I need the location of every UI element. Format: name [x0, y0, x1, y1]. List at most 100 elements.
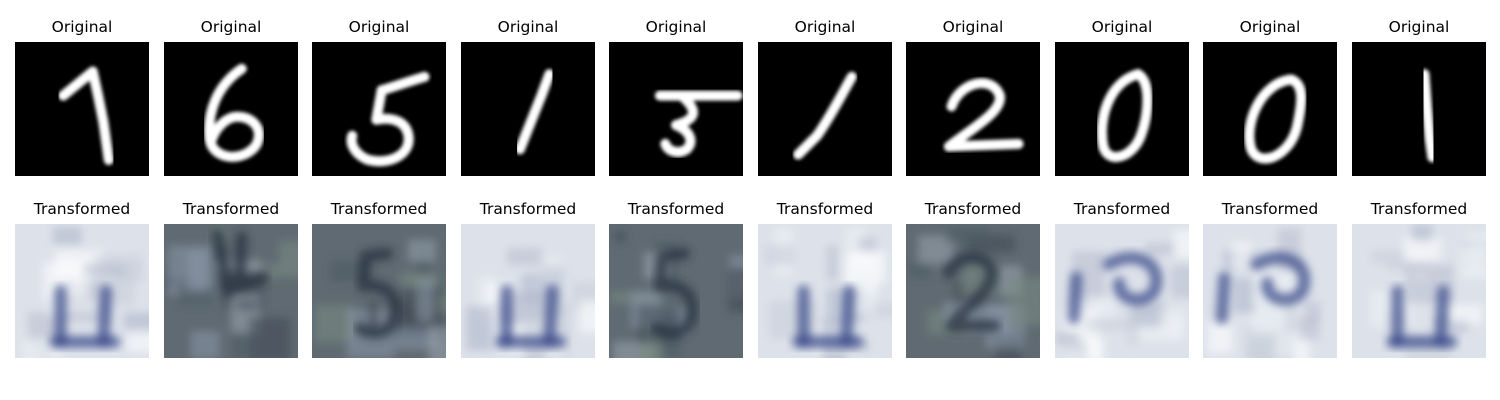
- original-cell: Original: [1055, 18, 1189, 178]
- digit-stroke: [514, 69, 555, 155]
- transformed-cell: Transformed: [164, 200, 298, 360]
- texture-blob: [1232, 242, 1253, 269]
- glyph-stroke: [211, 228, 235, 298]
- texture-blob: [1370, 249, 1404, 265]
- digit-stroke: [346, 85, 414, 167]
- texture-blob: [764, 245, 795, 266]
- texture-blob: [232, 327, 246, 358]
- digit-strokes: [1096, 69, 1153, 162]
- digit-stroke: [58, 66, 114, 165]
- texture-blob: [58, 300, 98, 312]
- texture-blob: [190, 330, 220, 358]
- texture-blob: [1174, 230, 1189, 258]
- glyph-stroke: [1434, 284, 1450, 348]
- texture-blob: [1233, 278, 1256, 313]
- original-digit-image: [1203, 42, 1337, 176]
- transformed-cell: Transformed: [461, 200, 595, 360]
- texture-blob: [248, 317, 291, 358]
- transformed-cell: Transformed: [1352, 200, 1486, 360]
- image-background: [1352, 42, 1486, 176]
- original-digit-image: [906, 42, 1040, 176]
- transformed-digit-image: [461, 224, 595, 358]
- glyph-stroke: [543, 284, 559, 348]
- texture-blob: [417, 277, 434, 322]
- transformed-digit-image: [15, 224, 149, 358]
- digit-glyph: [792, 284, 864, 348]
- cell-title: Transformed: [33, 200, 131, 218]
- texture-blob: [580, 300, 595, 333]
- original-cell: Original: [1203, 18, 1337, 178]
- cell-title: Transformed: [1221, 200, 1319, 218]
- digit-glyph: [211, 228, 270, 298]
- original-cell: Original: [906, 18, 1040, 178]
- cell-title: Original: [645, 18, 707, 36]
- glyph-stroke: [97, 284, 113, 348]
- original-cell: Original: [609, 18, 743, 178]
- original-cell: Original: [312, 18, 446, 178]
- glyph-stroke: [1067, 271, 1083, 324]
- transformed-cell: Transformed: [1203, 200, 1337, 360]
- texture-blob: [858, 237, 878, 251]
- digit-glyph: [1215, 251, 1311, 324]
- glyph-stroke: [354, 247, 402, 339]
- cell-title: Transformed: [330, 200, 428, 218]
- transformed-cell: Transformed: [15, 200, 149, 360]
- texture-blob: [852, 266, 876, 314]
- texture-blob: [428, 326, 446, 358]
- transformed-cell: Transformed: [609, 200, 743, 360]
- texture-blob: [1411, 224, 1433, 242]
- texture-blob: [1467, 232, 1486, 277]
- texture-blob: [614, 231, 626, 243]
- texture-blob: [1087, 338, 1104, 358]
- digit-strokes: [1419, 69, 1438, 163]
- cell-title: Original: [200, 18, 262, 36]
- texture-blob: [727, 267, 743, 313]
- texture-blob: [1171, 265, 1189, 299]
- cell-title: Original: [348, 18, 410, 36]
- digit-stroke: [943, 78, 1024, 152]
- transformed-digit-image: [1352, 224, 1486, 358]
- digit-glyph: [1386, 284, 1458, 348]
- image-background: [461, 42, 595, 176]
- texture-blob: [1093, 297, 1116, 318]
- glyph-stroke: [233, 231, 270, 292]
- texture-blob: [506, 247, 543, 266]
- image-background: [906, 42, 1040, 176]
- transformed-cell: Transformed: [758, 200, 892, 360]
- original-cell: Original: [1352, 18, 1486, 178]
- transformed-cell: Transformed: [312, 200, 446, 360]
- digit-glyph: [49, 284, 121, 348]
- texture-blob: [111, 265, 136, 306]
- transformed-cell: Transformed: [1055, 200, 1189, 360]
- digit-strokes: [514, 69, 555, 155]
- texture-blob: [1005, 276, 1040, 326]
- cell-title: Transformed: [776, 200, 874, 218]
- original-cell: Original: [164, 18, 298, 178]
- original-digit-image: [1055, 42, 1189, 176]
- original-digit-image: [461, 42, 595, 176]
- texture-blob: [537, 263, 567, 281]
- digit-glyph: [354, 247, 402, 339]
- texture-blob: [1448, 305, 1483, 324]
- cell-title: Original: [1091, 18, 1153, 36]
- texture-blob: [1304, 301, 1321, 324]
- digit-strokes: [346, 71, 430, 167]
- glyph-stroke: [1215, 271, 1231, 324]
- original-digit-image: [164, 42, 298, 176]
- texture-blob: [1298, 317, 1320, 341]
- texture-blob: [768, 300, 818, 340]
- texture-blob: [123, 312, 149, 330]
- glyph-stroke: [1102, 251, 1163, 306]
- digit-strokes: [1244, 74, 1307, 164]
- cell-title: Transformed: [182, 200, 280, 218]
- digit-strokes: [943, 78, 1024, 152]
- texture-blob: [1248, 338, 1271, 358]
- digit-stroke: [204, 63, 264, 162]
- digit-stroke: [654, 90, 743, 157]
- transformed-cell: Transformed: [906, 200, 1040, 360]
- texture-blob: [187, 250, 207, 291]
- cell-title: Original: [1388, 18, 1450, 36]
- texture-blob: [408, 239, 436, 262]
- texture-blob: [394, 329, 438, 350]
